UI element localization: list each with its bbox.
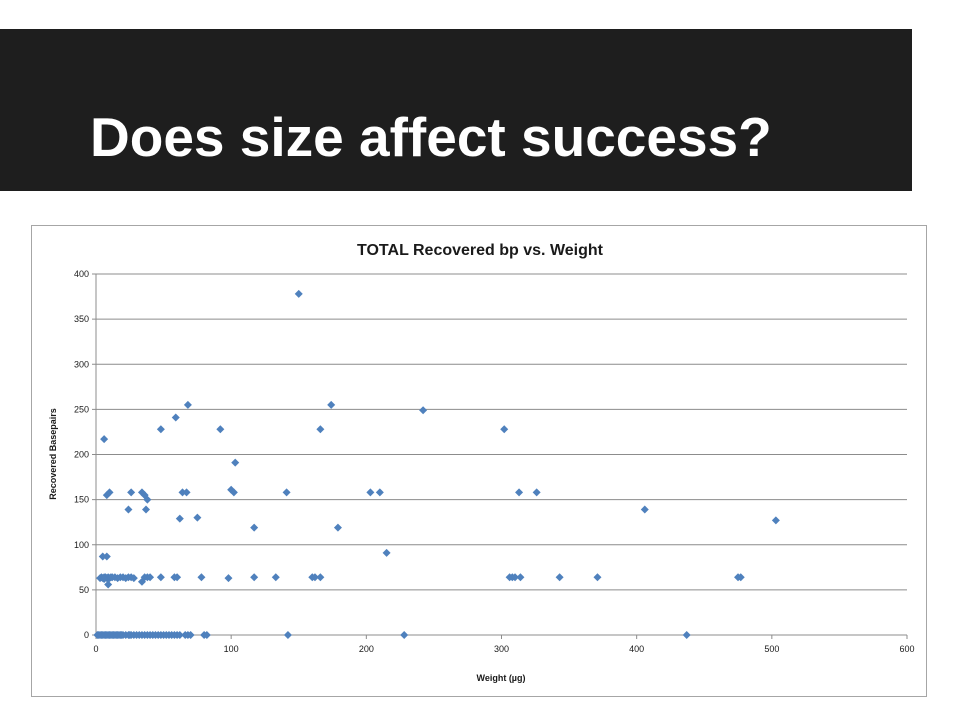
data-point <box>182 488 191 497</box>
data-point <box>143 495 152 504</box>
data-point <box>316 573 325 582</box>
data-point <box>271 573 280 582</box>
data-point <box>640 505 649 514</box>
grid-lines <box>96 273 907 591</box>
slide-title: Does size affect success? <box>90 106 772 168</box>
data-point <box>327 400 336 409</box>
data-point <box>102 552 111 561</box>
data-points <box>93 289 780 639</box>
data-point <box>310 573 319 582</box>
scatter-chart: TOTAL Recovered bp vs. Weight Weight (µg… <box>48 242 915 683</box>
x-tick-label: 500 <box>764 644 779 654</box>
data-point <box>175 514 184 523</box>
data-point <box>173 573 182 582</box>
data-point <box>197 573 206 582</box>
chart-title: TOTAL Recovered bp vs. Weight <box>357 242 604 259</box>
data-point <box>105 488 114 497</box>
data-point <box>98 552 107 561</box>
data-point <box>178 488 187 497</box>
data-point <box>771 516 780 525</box>
title-bar <box>0 29 912 191</box>
data-point <box>129 574 138 583</box>
x-tick-label: 600 <box>899 644 914 654</box>
data-point <box>516 573 525 582</box>
data-point <box>216 425 225 434</box>
data-point <box>171 413 180 422</box>
x-tick-label: 400 <box>629 644 644 654</box>
y-tick-label: 400 <box>74 269 89 279</box>
data-point <box>400 631 409 639</box>
data-point <box>104 580 113 589</box>
data-point <box>127 488 136 497</box>
data-point <box>124 505 133 514</box>
data-point <box>231 458 240 467</box>
x-tick-label: 100 <box>224 644 239 654</box>
data-point <box>186 631 195 639</box>
data-point <box>100 435 109 444</box>
data-point <box>511 573 520 582</box>
data-point <box>282 488 291 497</box>
data-point <box>366 488 375 497</box>
data-point <box>500 425 509 434</box>
data-point <box>593 573 602 582</box>
data-point <box>156 573 165 582</box>
data-point <box>146 573 155 582</box>
y-axis-label: Recovered Basepairs <box>48 408 58 500</box>
x-tick-label: 300 <box>494 644 509 654</box>
data-point <box>316 425 325 434</box>
axes <box>92 273 908 639</box>
x-tick-label: 200 <box>359 644 374 654</box>
chart-frame: TOTAL Recovered bp vs. Weight Weight (µg… <box>31 225 927 697</box>
y-tick-label: 50 <box>79 585 89 595</box>
x-axis-label: Weight (µg) <box>476 673 525 683</box>
data-point <box>100 575 109 584</box>
tick-labels: 0 50 100 150 200 250 300 350 400 0 100 200 300 400 500… <box>74 269 915 654</box>
y-tick-label: 350 <box>74 314 89 324</box>
x-tick-label: 0 <box>93 644 98 654</box>
y-tick-label: 0 <box>84 630 89 640</box>
data-point <box>515 488 524 497</box>
data-point <box>555 573 564 582</box>
data-point <box>224 574 233 583</box>
data-point <box>375 488 384 497</box>
y-tick-label: 150 <box>74 495 89 505</box>
y-tick-label: 200 <box>74 450 89 460</box>
y-tick-label: 250 <box>74 404 89 414</box>
data-point <box>333 523 342 532</box>
data-point <box>229 488 238 497</box>
data-point <box>532 488 541 497</box>
data-point <box>175 631 184 639</box>
data-point <box>682 631 691 639</box>
data-point <box>142 505 151 514</box>
data-point <box>419 406 428 415</box>
data-point <box>382 548 391 557</box>
data-point <box>156 425 165 434</box>
data-point <box>193 513 202 522</box>
data-point <box>250 573 259 582</box>
data-point <box>736 573 745 582</box>
data-point <box>250 523 259 532</box>
y-tick-label: 100 <box>74 540 89 550</box>
data-point <box>283 631 292 639</box>
y-tick-label: 300 <box>74 359 89 369</box>
data-point <box>294 289 303 298</box>
data-point <box>202 631 211 639</box>
data-point <box>183 400 192 409</box>
